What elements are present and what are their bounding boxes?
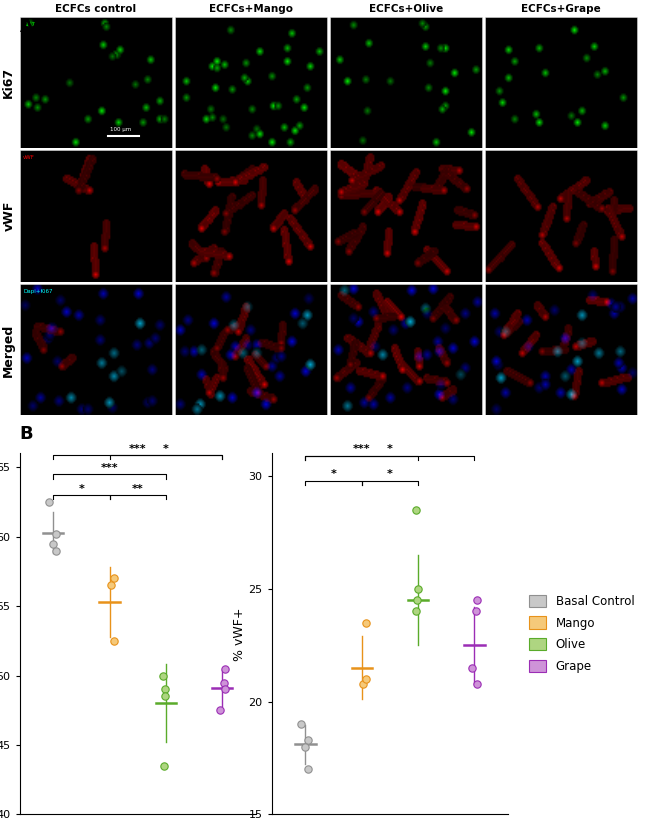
Point [50, 544, 60, 558]
Text: ***: *** [101, 463, 118, 473]
Point [472, 593, 482, 607]
Legend: Basal Control, Mango, Olive, Grape: Basal Control, Mango, Olive, Grape [524, 590, 639, 678]
Title: ECFCs+Mango: ECFCs+Mango [209, 4, 292, 14]
Point [303, 733, 313, 746]
Y-axis label: Ki67: Ki67 [3, 66, 16, 98]
Text: A: A [20, 18, 33, 37]
Text: Ki67: Ki67 [23, 22, 35, 27]
Point [109, 634, 119, 647]
Point [160, 690, 170, 703]
Point [158, 669, 168, 682]
Y-axis label: vWF: vWF [3, 201, 16, 231]
Point [220, 683, 230, 696]
Point [161, 683, 171, 696]
Point [411, 605, 421, 618]
Point [361, 616, 371, 629]
Text: vWF: vWF [23, 155, 35, 160]
Point [159, 760, 169, 773]
Point [361, 672, 371, 686]
Text: B: B [20, 425, 33, 444]
Text: *: * [79, 484, 84, 494]
Title: ECFCs+Olive: ECFCs+Olive [369, 4, 443, 14]
Text: **: ** [132, 484, 144, 494]
Point [410, 504, 421, 517]
Title: ECFCs control: ECFCs control [55, 4, 136, 14]
Point [47, 537, 58, 550]
Text: *: * [163, 444, 169, 454]
Point [105, 578, 116, 592]
Point [220, 662, 230, 676]
Title: ECFCs+Grape: ECFCs+Grape [521, 4, 601, 14]
Y-axis label: Merged: Merged [3, 323, 16, 376]
Text: *: * [387, 445, 393, 455]
Y-axis label: % vWF+: % vWF+ [233, 607, 246, 661]
Text: Dapi+Ki67: Dapi+Ki67 [23, 289, 53, 294]
Point [302, 763, 313, 776]
Point [467, 661, 477, 675]
Point [296, 717, 306, 730]
Point [51, 528, 61, 541]
Point [471, 605, 481, 618]
Point [218, 676, 229, 689]
Point [412, 583, 423, 596]
Point [412, 593, 423, 607]
Point [358, 677, 368, 691]
Text: *: * [331, 470, 337, 479]
Point [109, 572, 119, 585]
Point [44, 495, 54, 509]
Text: ***: *** [129, 444, 147, 454]
Text: ***: *** [353, 445, 370, 455]
Point [300, 740, 310, 754]
Point [214, 704, 225, 717]
Text: 100 μm: 100 μm [110, 126, 131, 131]
Text: *: * [387, 470, 393, 479]
Point [472, 677, 482, 691]
